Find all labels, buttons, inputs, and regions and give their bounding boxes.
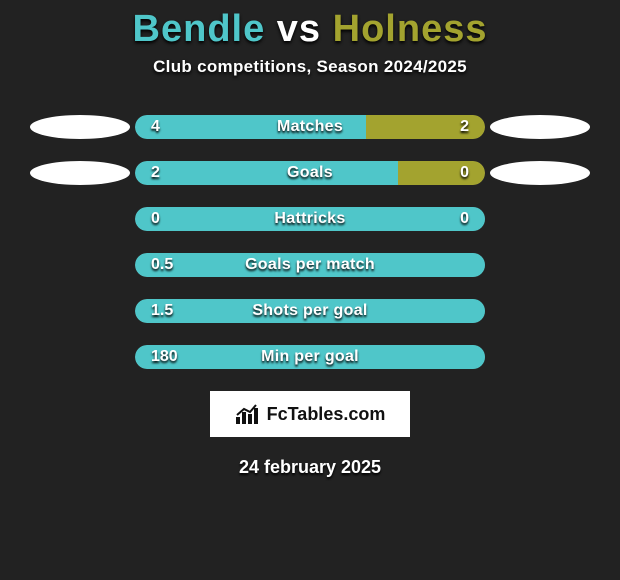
stat-bar: Goals2 0 (135, 161, 485, 185)
page-title: Bendle vs Holness (0, 0, 620, 51)
stat-value-left: 0 (151, 207, 160, 231)
chart-icon (235, 403, 261, 425)
stat-value-right: 0 (460, 161, 469, 185)
stat-row: Shots per goal1.5 (0, 299, 620, 323)
title-player2: Holness (333, 8, 488, 50)
stat-value-left: 180 (151, 345, 178, 369)
right-ellipse-icon (485, 161, 595, 185)
stat-row: Matches4 2 (0, 115, 620, 139)
stat-label: Hattricks (135, 207, 485, 231)
stat-bar: Min per goal180 (135, 345, 485, 369)
stat-row: Goals per match0.5 (0, 253, 620, 277)
stat-label: Min per goal (135, 345, 485, 369)
stat-bar: Goals per match0.5 (135, 253, 485, 277)
left-ellipse-icon (25, 115, 135, 139)
stat-row: Hattricks0 0 (0, 207, 620, 231)
subtitle: Club competitions, Season 2024/2025 (0, 57, 620, 77)
stat-label: Goals (135, 161, 485, 185)
date-text: 24 february 2025 (0, 457, 620, 478)
stat-value-left: 2 (151, 161, 160, 185)
stat-label: Goals per match (135, 253, 485, 277)
title-player1: Bendle (133, 8, 266, 50)
stat-bar: Shots per goal1.5 (135, 299, 485, 323)
stat-bar: Hattricks0 0 (135, 207, 485, 231)
stat-row: Goals2 0 (0, 161, 620, 185)
left-ellipse-icon (25, 161, 135, 185)
stat-value-right: 0 (460, 207, 469, 231)
stat-value-left: 1.5 (151, 299, 173, 323)
stat-value-left: 0.5 (151, 253, 173, 277)
stat-bar: Matches4 2 (135, 115, 485, 139)
right-ellipse-icon (485, 115, 595, 139)
stat-value-left: 4 (151, 115, 160, 139)
logo-text: FcTables.com (267, 404, 386, 425)
stat-row: Min per goal180 (0, 345, 620, 369)
stat-label: Matches (135, 115, 485, 139)
title-vs: vs (277, 8, 321, 50)
stat-value-right: 2 (460, 115, 469, 139)
stats-container: Matches42Goals20Hattricks00Goals per mat… (0, 115, 620, 369)
stat-label: Shots per goal (135, 299, 485, 323)
logo-box[interactable]: FcTables.com (210, 391, 410, 437)
